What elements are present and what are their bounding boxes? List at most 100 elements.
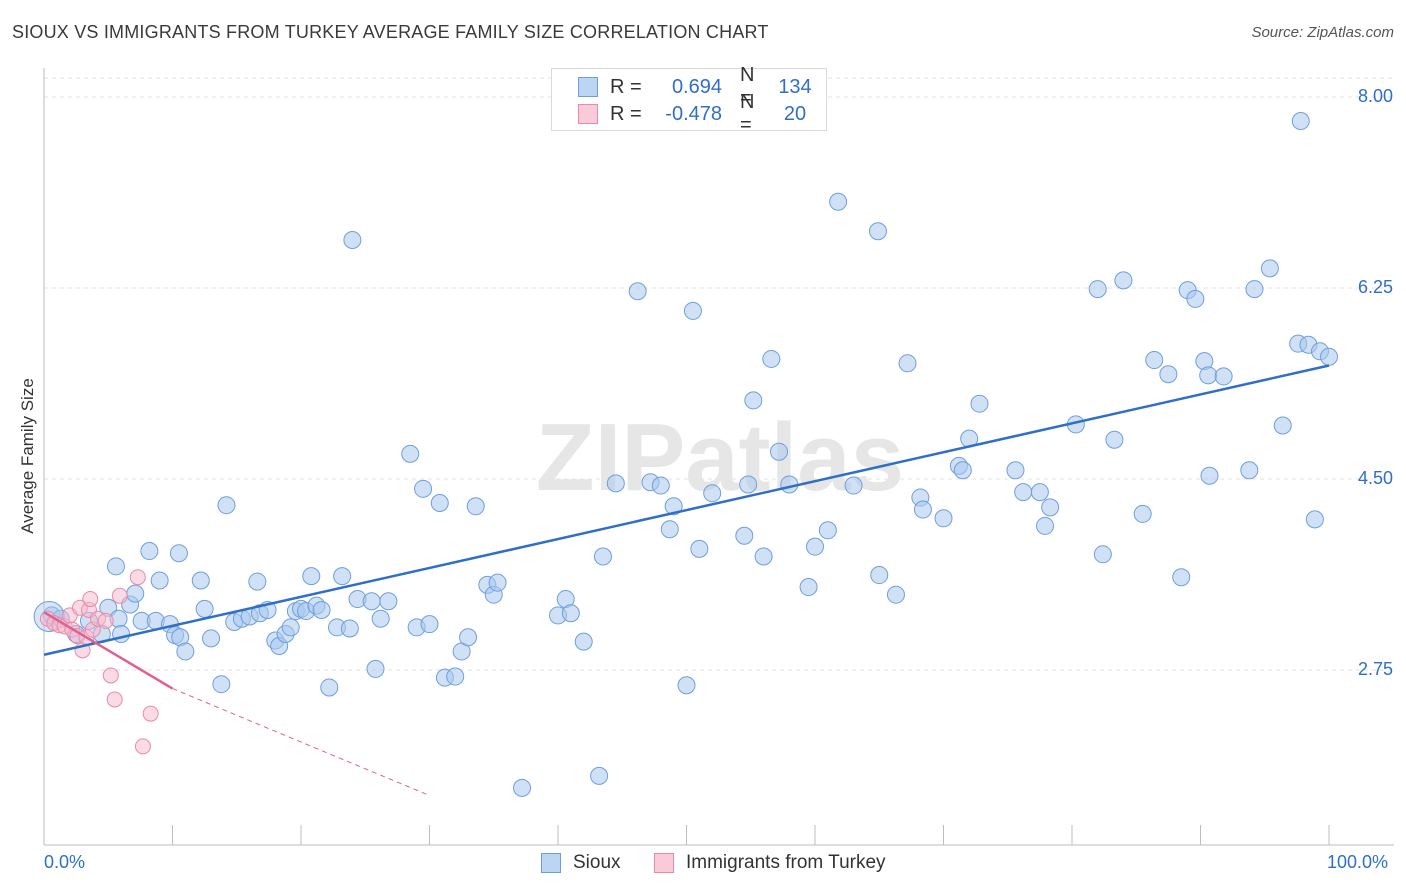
sioux-point: [446, 667, 465, 686]
turkey-point: [111, 587, 128, 604]
sioux-point: [488, 573, 507, 592]
sioux-point: [1006, 461, 1025, 480]
sioux-point: [934, 509, 953, 528]
sioux-point: [970, 394, 989, 413]
sioux-point: [1260, 259, 1279, 278]
legend-r-label: R =: [610, 75, 642, 98]
y-tick-label: 6.25: [1357, 277, 1393, 297]
sioux-point: [302, 567, 321, 586]
sioux-point: [829, 192, 848, 211]
sioux-point: [844, 476, 863, 495]
legend-item-turkey[interactable]: Immigrants from Turkey: [654, 852, 886, 874]
sioux-point: [150, 571, 169, 590]
sioux-point: [1245, 280, 1264, 299]
sioux-point: [248, 572, 267, 591]
sioux-point: [1186, 289, 1205, 308]
sioux-point: [1133, 504, 1152, 523]
y-tick-label: 8.00: [1357, 86, 1393, 106]
legend-item-sioux[interactable]: Sioux: [541, 852, 621, 874]
turkey-trend-extension: [172, 688, 430, 796]
sioux-point: [371, 609, 390, 628]
sioux-point: [401, 444, 420, 463]
y-tick-label: 4.50: [1357, 468, 1393, 488]
sioux-point: [212, 675, 231, 694]
sioux-trend-line: [43, 364, 1330, 656]
sioux-point: [651, 476, 670, 495]
sioux-point: [561, 604, 580, 623]
sioux-point: [898, 354, 917, 373]
turkey-point: [82, 591, 99, 608]
legend-swatch-turkey: [654, 853, 674, 873]
legend-label-turkey: Immigrants from Turkey: [686, 852, 886, 873]
y-tick-label: 2.75: [1357, 659, 1393, 679]
sioux-point: [1014, 483, 1033, 502]
sioux-point: [754, 547, 773, 566]
sioux-point: [126, 584, 145, 603]
turkey-point: [129, 569, 146, 586]
sioux-point: [703, 484, 722, 503]
sioux-point: [886, 585, 905, 604]
sioux-point: [312, 600, 331, 619]
sioux-point: [1320, 347, 1338, 366]
sioux-point: [1041, 498, 1060, 517]
sioux-point: [870, 566, 889, 585]
sioux-point: [106, 557, 125, 576]
sioux-point: [606, 474, 625, 493]
sioux-point: [735, 526, 754, 545]
sioux-point: [868, 222, 887, 241]
sioux-point: [593, 547, 612, 566]
sioux-point: [1030, 483, 1049, 502]
legend-n-label: N =: [740, 64, 755, 109]
sioux-point: [366, 659, 385, 678]
axes: [43, 68, 1394, 846]
series-legend: Sioux Immigrants from Turkey: [0, 852, 1406, 876]
sioux-point: [466, 497, 485, 516]
sioux-point: [1291, 112, 1310, 131]
sioux-point: [1036, 516, 1055, 535]
sioux-point: [770, 442, 789, 461]
sioux-point: [140, 542, 159, 561]
sioux-point: [1093, 545, 1112, 564]
sioux-point: [1172, 568, 1191, 587]
turkey-trend-line: [43, 611, 174, 690]
sioux-point: [1214, 367, 1233, 386]
sioux-point: [1273, 416, 1292, 435]
turkey-point: [102, 667, 119, 684]
sioux-point: [913, 500, 932, 519]
sioux-point: [1114, 271, 1133, 290]
sioux-point: [799, 578, 818, 597]
sioux-point: [818, 521, 837, 540]
legend-n-value: 134: [778, 75, 812, 98]
sioux-point: [340, 619, 359, 638]
sioux-point: [343, 230, 362, 249]
sioux-point: [574, 632, 593, 651]
sioux-point: [1240, 461, 1259, 480]
legend-r-value: 0.694: [671, 75, 722, 98]
sioux-point: [660, 520, 679, 539]
sioux-point: [664, 497, 683, 516]
x-tick-min: 0.0%: [44, 852, 86, 872]
sioux-point: [590, 766, 609, 785]
sioux-point: [217, 496, 236, 515]
legend-label-sioux: Sioux: [573, 852, 621, 873]
sioux-point: [320, 678, 339, 697]
sioux-point: [414, 479, 433, 498]
sioux-point: [953, 461, 972, 480]
turkey-point: [134, 738, 151, 755]
sioux-point: [762, 349, 781, 368]
legend-r-value: -0.478: [665, 102, 722, 125]
turkey-point: [106, 691, 123, 708]
sioux-point: [513, 778, 532, 797]
sioux-point: [169, 544, 188, 563]
sioux-point: [1305, 510, 1324, 529]
sioux-point: [1200, 466, 1219, 485]
sioux-point: [690, 539, 709, 558]
sioux-point: [1199, 366, 1218, 385]
sioux-point: [191, 571, 210, 590]
sioux-point: [1159, 365, 1178, 384]
y-axis-label: Average Family Size: [18, 378, 37, 534]
sioux-point: [1145, 351, 1164, 370]
sioux-point: [333, 567, 352, 586]
correlation-legend: R = 0.694 N = 134 R = -0.478 N = 20: [551, 64, 827, 136]
sioux-point: [379, 592, 398, 611]
